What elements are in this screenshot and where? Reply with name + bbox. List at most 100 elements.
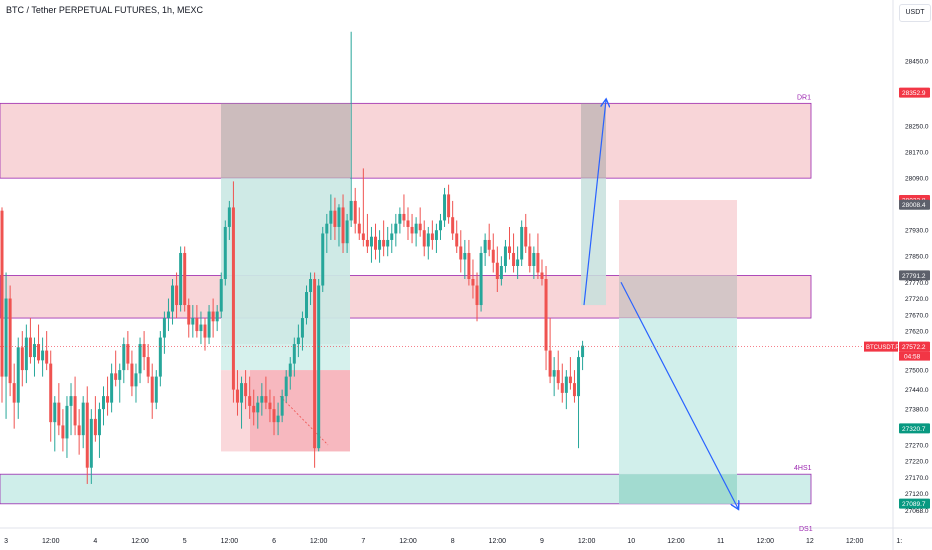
candle-body[interactable]	[244, 383, 248, 397]
candle-body[interactable]	[20, 347, 24, 371]
candle-body[interactable]	[280, 396, 284, 416]
candle-body[interactable]	[85, 402, 89, 468]
candle-body[interactable]	[69, 396, 73, 406]
candle-body[interactable]	[447, 194, 451, 218]
candle-body[interactable]	[134, 373, 138, 387]
candle-body[interactable]	[374, 236, 378, 250]
candle-body[interactable]	[528, 246, 532, 266]
candle-body[interactable]	[81, 402, 85, 436]
candle-body[interactable]	[581, 345, 585, 358]
candle-body[interactable]	[438, 220, 442, 231]
candle-body[interactable]	[422, 230, 426, 247]
candle-body[interactable]	[288, 363, 292, 377]
candle-body[interactable]	[451, 217, 455, 234]
candle-body[interactable]	[382, 239, 386, 247]
candle-body[interactable]	[235, 389, 239, 403]
candle-body[interactable]	[410, 226, 414, 234]
candle-body[interactable]	[305, 292, 308, 319]
candle-body[interactable]	[227, 207, 231, 227]
candle-body[interactable]	[487, 239, 491, 250]
candle-body[interactable]	[240, 383, 244, 403]
candle-body[interactable]	[102, 396, 105, 410]
candle-body[interactable]	[264, 396, 268, 403]
candle-body[interactable]	[313, 279, 317, 449]
candle-body[interactable]	[77, 425, 81, 436]
candle-body[interactable]	[223, 226, 227, 280]
candle-body[interactable]	[333, 210, 337, 227]
candle-body[interactable]	[32, 344, 36, 358]
candle-body[interactable]	[406, 220, 410, 227]
candle-body[interactable]	[97, 409, 101, 436]
candle-body[interactable]	[114, 373, 118, 380]
position-box-profit-left[interactable]	[221, 178, 350, 371]
candle-body[interactable]	[345, 220, 349, 244]
candle-body[interactable]	[471, 279, 475, 286]
candle-body[interactable]	[248, 396, 252, 406]
candle-body[interactable]	[572, 383, 576, 397]
candle-body[interactable]	[191, 318, 195, 325]
candle-body[interactable]	[365, 239, 369, 247]
candle-body[interactable]	[434, 230, 438, 240]
candle-body[interactable]	[4, 298, 8, 377]
candle-body[interactable]	[552, 370, 556, 377]
candle-body[interactable]	[171, 285, 175, 312]
candle-body[interactable]	[414, 223, 418, 234]
arrow-up[interactable]	[583, 100, 606, 306]
candle-body[interactable]	[491, 249, 495, 263]
short-target-box[interactable]	[619, 318, 737, 504]
candle-body[interactable]	[150, 376, 154, 403]
candle-body[interactable]	[260, 396, 264, 403]
candle-body[interactable]	[138, 344, 142, 374]
candle-body[interactable]	[341, 207, 345, 244]
candle-body[interactable]	[520, 226, 524, 260]
candle-body[interactable]	[158, 337, 162, 377]
candle-body[interactable]	[175, 285, 179, 306]
candle-body[interactable]	[73, 396, 77, 426]
candle-body[interactable]	[426, 233, 430, 247]
candle-body[interactable]	[296, 337, 300, 345]
candle-body[interactable]	[183, 252, 187, 306]
candle-body[interactable]	[45, 350, 49, 364]
candle-body[interactable]	[309, 279, 313, 293]
candle-body[interactable]	[353, 200, 357, 224]
candle-body[interactable]	[455, 233, 459, 247]
candle-body[interactable]	[361, 233, 365, 240]
candle-body[interactable]	[272, 409, 276, 423]
short-entry-box[interactable]	[619, 275, 737, 319]
candle-body[interactable]	[292, 344, 296, 364]
candle-body[interactable]	[337, 207, 341, 227]
candle-body[interactable]	[41, 350, 45, 361]
candle-body[interactable]	[556, 370, 560, 384]
candle-body[interactable]	[49, 363, 53, 423]
candle-body[interactable]	[317, 285, 321, 449]
candle-body[interactable]	[568, 376, 572, 384]
candle-body[interactable]	[93, 418, 97, 436]
candle-body[interactable]	[8, 298, 12, 384]
candle-body[interactable]	[516, 259, 520, 266]
candle-body[interactable]	[402, 213, 406, 221]
zone-dr1[interactable]	[0, 102, 812, 179]
candle-body[interactable]	[540, 272, 544, 280]
candle-body[interactable]	[357, 223, 361, 234]
candle-body[interactable]	[187, 305, 191, 325]
candle-body[interactable]	[16, 347, 20, 403]
candle-body[interactable]	[512, 252, 516, 266]
candle-body[interactable]	[53, 402, 57, 423]
candle-body[interactable]	[110, 373, 114, 403]
candle-body[interactable]	[256, 402, 260, 413]
candle-body[interactable]	[24, 337, 28, 371]
candle-body[interactable]	[325, 223, 329, 234]
candle-body[interactable]	[219, 279, 223, 312]
candle-body[interactable]	[215, 311, 219, 322]
candle-body[interactable]	[162, 318, 166, 338]
arrow-down[interactable]	[620, 281, 738, 508]
candle-body[interactable]	[276, 415, 280, 423]
candle-body[interactable]	[0, 210, 4, 377]
candle-body[interactable]	[268, 402, 272, 410]
candle-body[interactable]	[495, 262, 499, 280]
candle-body[interactable]	[394, 223, 398, 234]
candle-body[interactable]	[231, 207, 235, 390]
candle-body[interactable]	[564, 376, 568, 393]
candle-body[interactable]	[329, 210, 333, 224]
